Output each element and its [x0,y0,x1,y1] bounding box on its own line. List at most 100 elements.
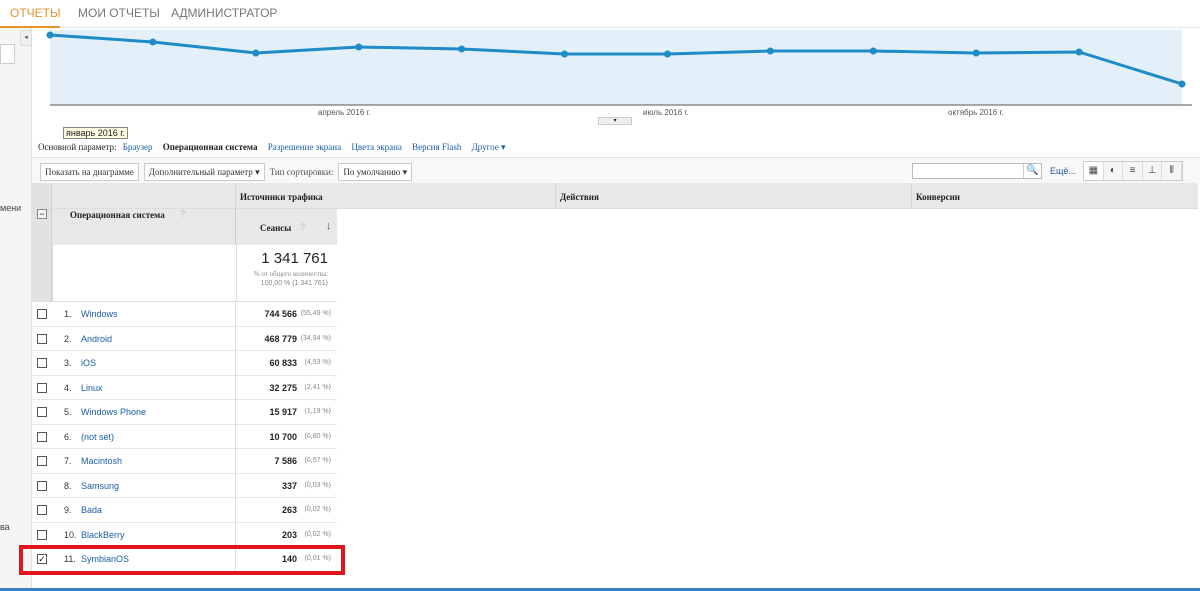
row-checkbox[interactable] [37,480,47,491]
sessions-value: 10 700 [269,431,297,442]
row-checkbox[interactable] [37,358,47,368]
dimension-os[interactable]: Операционная система [162,142,258,152]
chart-tooltip: январь 2016 г. [63,127,128,139]
dimension-screen-resolution[interactable]: Разрешение экрана [267,142,342,152]
pie-view-icon[interactable]: ◐ [1104,162,1124,180]
row-checkbox[interactable] [37,333,47,344]
os-name-link[interactable]: Windows Phone [81,407,147,417]
dimension-flash-version[interactable]: Версия Flash [412,142,462,152]
data-point [252,49,260,57]
sessions-value: 7 586 [274,456,297,466]
group-actions: Действия [560,192,599,202]
row-number: 1. [64,309,72,319]
collapse-sidebar-icon[interactable]: ◂ [20,30,32,46]
chart-resize-handle[interactable]: ▾ [598,117,632,125]
os-name-link[interactable]: Windows [81,309,118,319]
show-on-chart-button[interactable]: Показать на диаграмме [40,163,139,181]
group-traffic-sources: Источники трафика [240,192,323,202]
row-checkbox[interactable] [37,382,47,393]
row-checkbox[interactable]: ✓ [37,554,47,564]
os-name-link[interactable]: Linux [81,382,103,393]
os-name-link[interactable]: iOS [81,358,97,368]
sessions-percent: (55,49 %) [300,310,331,317]
dimension-other[interactable]: Другое ▾ [471,142,506,152]
row-checkbox[interactable] [37,407,47,417]
table-row: ✓ 11. SymbianOS 140 (0,01 %) [32,547,337,572]
advanced-filter-link[interactable]: Ещё... [1050,166,1076,176]
row-checkbox[interactable] [37,431,47,442]
os-name-link[interactable]: Android [81,333,113,344]
sessions-percent: (0,01 %) [304,555,331,562]
sort-type-value: По умолчанию [343,167,401,177]
row-number: 4. [64,382,72,393]
table-row: 8. Samsung 337 (0,03 %) [32,473,337,498]
sessions-value: 32 275 [269,382,297,393]
sessions-value: 140 [281,554,297,564]
sessions-value: 203 [281,529,297,540]
sessions-percent: (0,02 %) [304,530,331,538]
sessions-value: 15 917 [269,407,297,417]
view-switcher: ▦ ◐ ≡ ⊥ ⦀ [1083,161,1183,181]
sort-descending-icon[interactable]: ↓ [326,220,332,232]
data-point [972,49,980,57]
os-column-title[interactable]: Операционная система [70,210,165,220]
os-name-link[interactable]: BlackBerry [81,529,125,540]
row-checkbox[interactable] [37,456,47,466]
table-row: 2. Android 468 779 (34,94 %) [32,326,337,351]
table-toolbar: Показать на диаграмме Дополнительный пар… [32,157,1200,183]
data-point [766,47,774,55]
total-label: % от общего количества: [253,270,328,278]
sessions-value: 337 [281,480,297,491]
search-icon[interactable]: 🔍 [1023,164,1041,178]
os-name-link[interactable]: Bada [81,505,103,515]
dimension-screen-colors[interactable]: Цвета экрана [351,142,402,152]
sort-type-label: Тип сортировки: [269,167,334,177]
data-point [561,50,569,58]
sessions-column-header[interactable]: Сеансы ? ↓ [235,209,337,245]
os-name-link[interactable]: Samsung [81,480,120,491]
row-checkbox[interactable] [37,529,47,540]
table-row: 7. Macintosh 7 586 (0,57 %) [32,449,337,474]
sessions-value: 744 566 [264,309,297,319]
primary-dimension-label: Основной параметр: [38,142,117,152]
help-icon[interactable]: ? [180,209,186,219]
secondary-dimension-dropdown[interactable]: Дополнительный параметр ▾ [143,163,265,181]
bottom-bar [0,588,1200,591]
help-icon[interactable]: ? [300,222,306,232]
os-name-link[interactable]: (not set) [81,431,115,442]
pivot-view-icon[interactable]: ⦀ [1162,162,1182,180]
sidebar-item-fragment[interactable]: мени [0,203,22,213]
table-view-icon[interactable]: ▦ [1084,162,1104,180]
table-row: 3. iOS 60 833 (4,53 %) [32,351,337,376]
row-number: 9. [64,505,72,515]
os-name-link[interactable]: SymbianOS [81,554,130,564]
sessions-percent: (0,57 %) [304,457,331,464]
performance-view-icon[interactable]: ≡ [1123,162,1143,180]
divider [555,183,556,209]
sidebar-search-input[interactable] [0,44,15,64]
comparison-view-icon[interactable]: ⊥ [1143,162,1163,180]
select-all-checkbox[interactable]: − [37,209,47,219]
row-number: 6. [64,431,72,442]
row-checkbox[interactable] [37,309,47,319]
os-name-link[interactable]: Macintosh [81,456,123,466]
sidebar-item-fragment[interactable]: ва [0,522,10,532]
sessions-chart [46,30,1192,106]
table-row: 9. Bada 263 (0,02 %) [32,498,337,523]
table-row: 5. Windows Phone 15 917 (1,19 %) [32,400,337,425]
table-row: 4. Linux 32 275 (2,41 %) [32,375,337,400]
row-number: 11. [64,554,76,564]
active-tab-indicator [0,26,60,28]
tab-admin[interactable]: АДМИНИСТРАТОР [171,6,278,20]
sort-type-dropdown[interactable]: По умолчанию ▾ [338,163,413,181]
data-point [1178,80,1186,88]
tab-reports[interactable]: ОТЧЕТЫ [10,6,61,20]
data-point [458,45,466,53]
row-checkbox[interactable] [37,505,47,515]
table-search-input[interactable]: 🔍 [912,163,1042,179]
tab-my-reports[interactable]: МОИ ОТЧЕТЫ [78,6,160,20]
dimension-browser[interactable]: Браузер [122,142,153,152]
sessions-percent: (0,80 %) [304,432,331,440]
total-detail: 100,00 % (1 341 761) [260,280,328,287]
data-point [869,47,877,55]
